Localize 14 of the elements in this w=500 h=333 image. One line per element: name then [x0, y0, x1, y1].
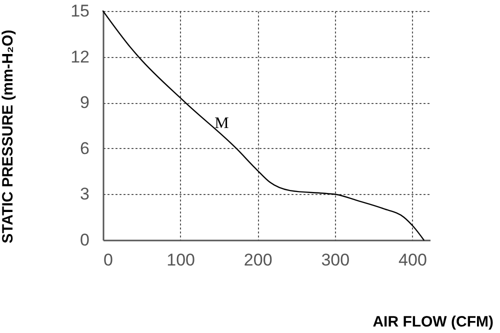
- y-tick-label: 3: [80, 184, 90, 204]
- y-tick-label: 0: [80, 230, 90, 250]
- y-tick-label: 15: [70, 2, 90, 20]
- y-tick-label: 9: [80, 93, 90, 112]
- x-tick-label: 200: [244, 250, 272, 270]
- x-tick-label: 300: [321, 250, 350, 270]
- y-axis-title: STATIC PRESSURE (mm-H₂O): [0, 30, 16, 244]
- x-tick-label: 0: [104, 250, 113, 270]
- annotation: M: [214, 114, 229, 132]
- x-tick-label: 100: [166, 250, 195, 270]
- x-tick-label: 400: [398, 250, 427, 270]
- y-tick-label: 12: [70, 47, 90, 66]
- y-tick-label: 6: [80, 138, 90, 158]
- x-axis-title: AIR FLOW (CFM): [372, 314, 494, 330]
